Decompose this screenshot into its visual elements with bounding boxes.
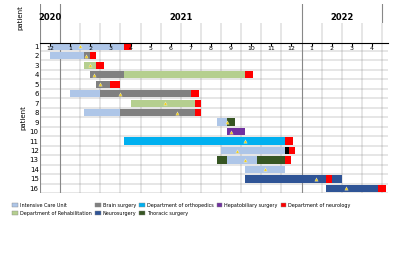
Y-axis label: patient: patient xyxy=(21,105,27,130)
Bar xyxy=(227,156,257,164)
Bar xyxy=(290,147,296,154)
Bar xyxy=(191,90,199,97)
Text: 2020: 2020 xyxy=(38,13,62,22)
Bar xyxy=(70,90,100,97)
Bar xyxy=(286,156,292,164)
Bar xyxy=(332,176,342,182)
Bar xyxy=(84,62,96,69)
Bar xyxy=(84,52,90,59)
Bar xyxy=(245,176,326,182)
Bar xyxy=(124,43,130,50)
Bar xyxy=(50,43,90,50)
Text: patient: patient xyxy=(17,5,23,30)
Bar xyxy=(257,156,286,164)
Bar xyxy=(90,43,124,50)
Bar xyxy=(100,90,191,97)
Text: 2021: 2021 xyxy=(169,13,192,22)
Bar xyxy=(120,109,195,116)
Bar xyxy=(286,147,290,154)
Bar xyxy=(96,81,110,88)
Bar xyxy=(378,185,386,192)
Text: 2022: 2022 xyxy=(330,13,354,22)
Bar xyxy=(326,185,378,192)
Legend: Intensive Care Unit, Department of Rehabilitation, Brain surgery, Neurosurgery, : Intensive Care Unit, Department of Rehab… xyxy=(10,201,353,217)
Bar xyxy=(130,100,195,107)
Bar xyxy=(110,81,120,88)
Bar xyxy=(195,100,201,107)
Bar xyxy=(84,109,120,116)
Bar xyxy=(90,52,96,59)
Bar xyxy=(124,137,286,145)
Bar xyxy=(245,71,253,78)
Bar xyxy=(195,109,201,116)
Bar xyxy=(326,176,332,182)
Bar xyxy=(217,118,227,126)
Bar xyxy=(286,137,294,145)
Bar xyxy=(96,62,104,69)
Bar xyxy=(227,118,235,126)
Bar xyxy=(124,71,245,78)
Bar xyxy=(227,128,245,135)
Bar xyxy=(245,166,286,173)
Bar xyxy=(217,156,227,164)
Bar xyxy=(221,147,286,154)
Bar xyxy=(50,52,84,59)
Bar xyxy=(90,71,124,78)
